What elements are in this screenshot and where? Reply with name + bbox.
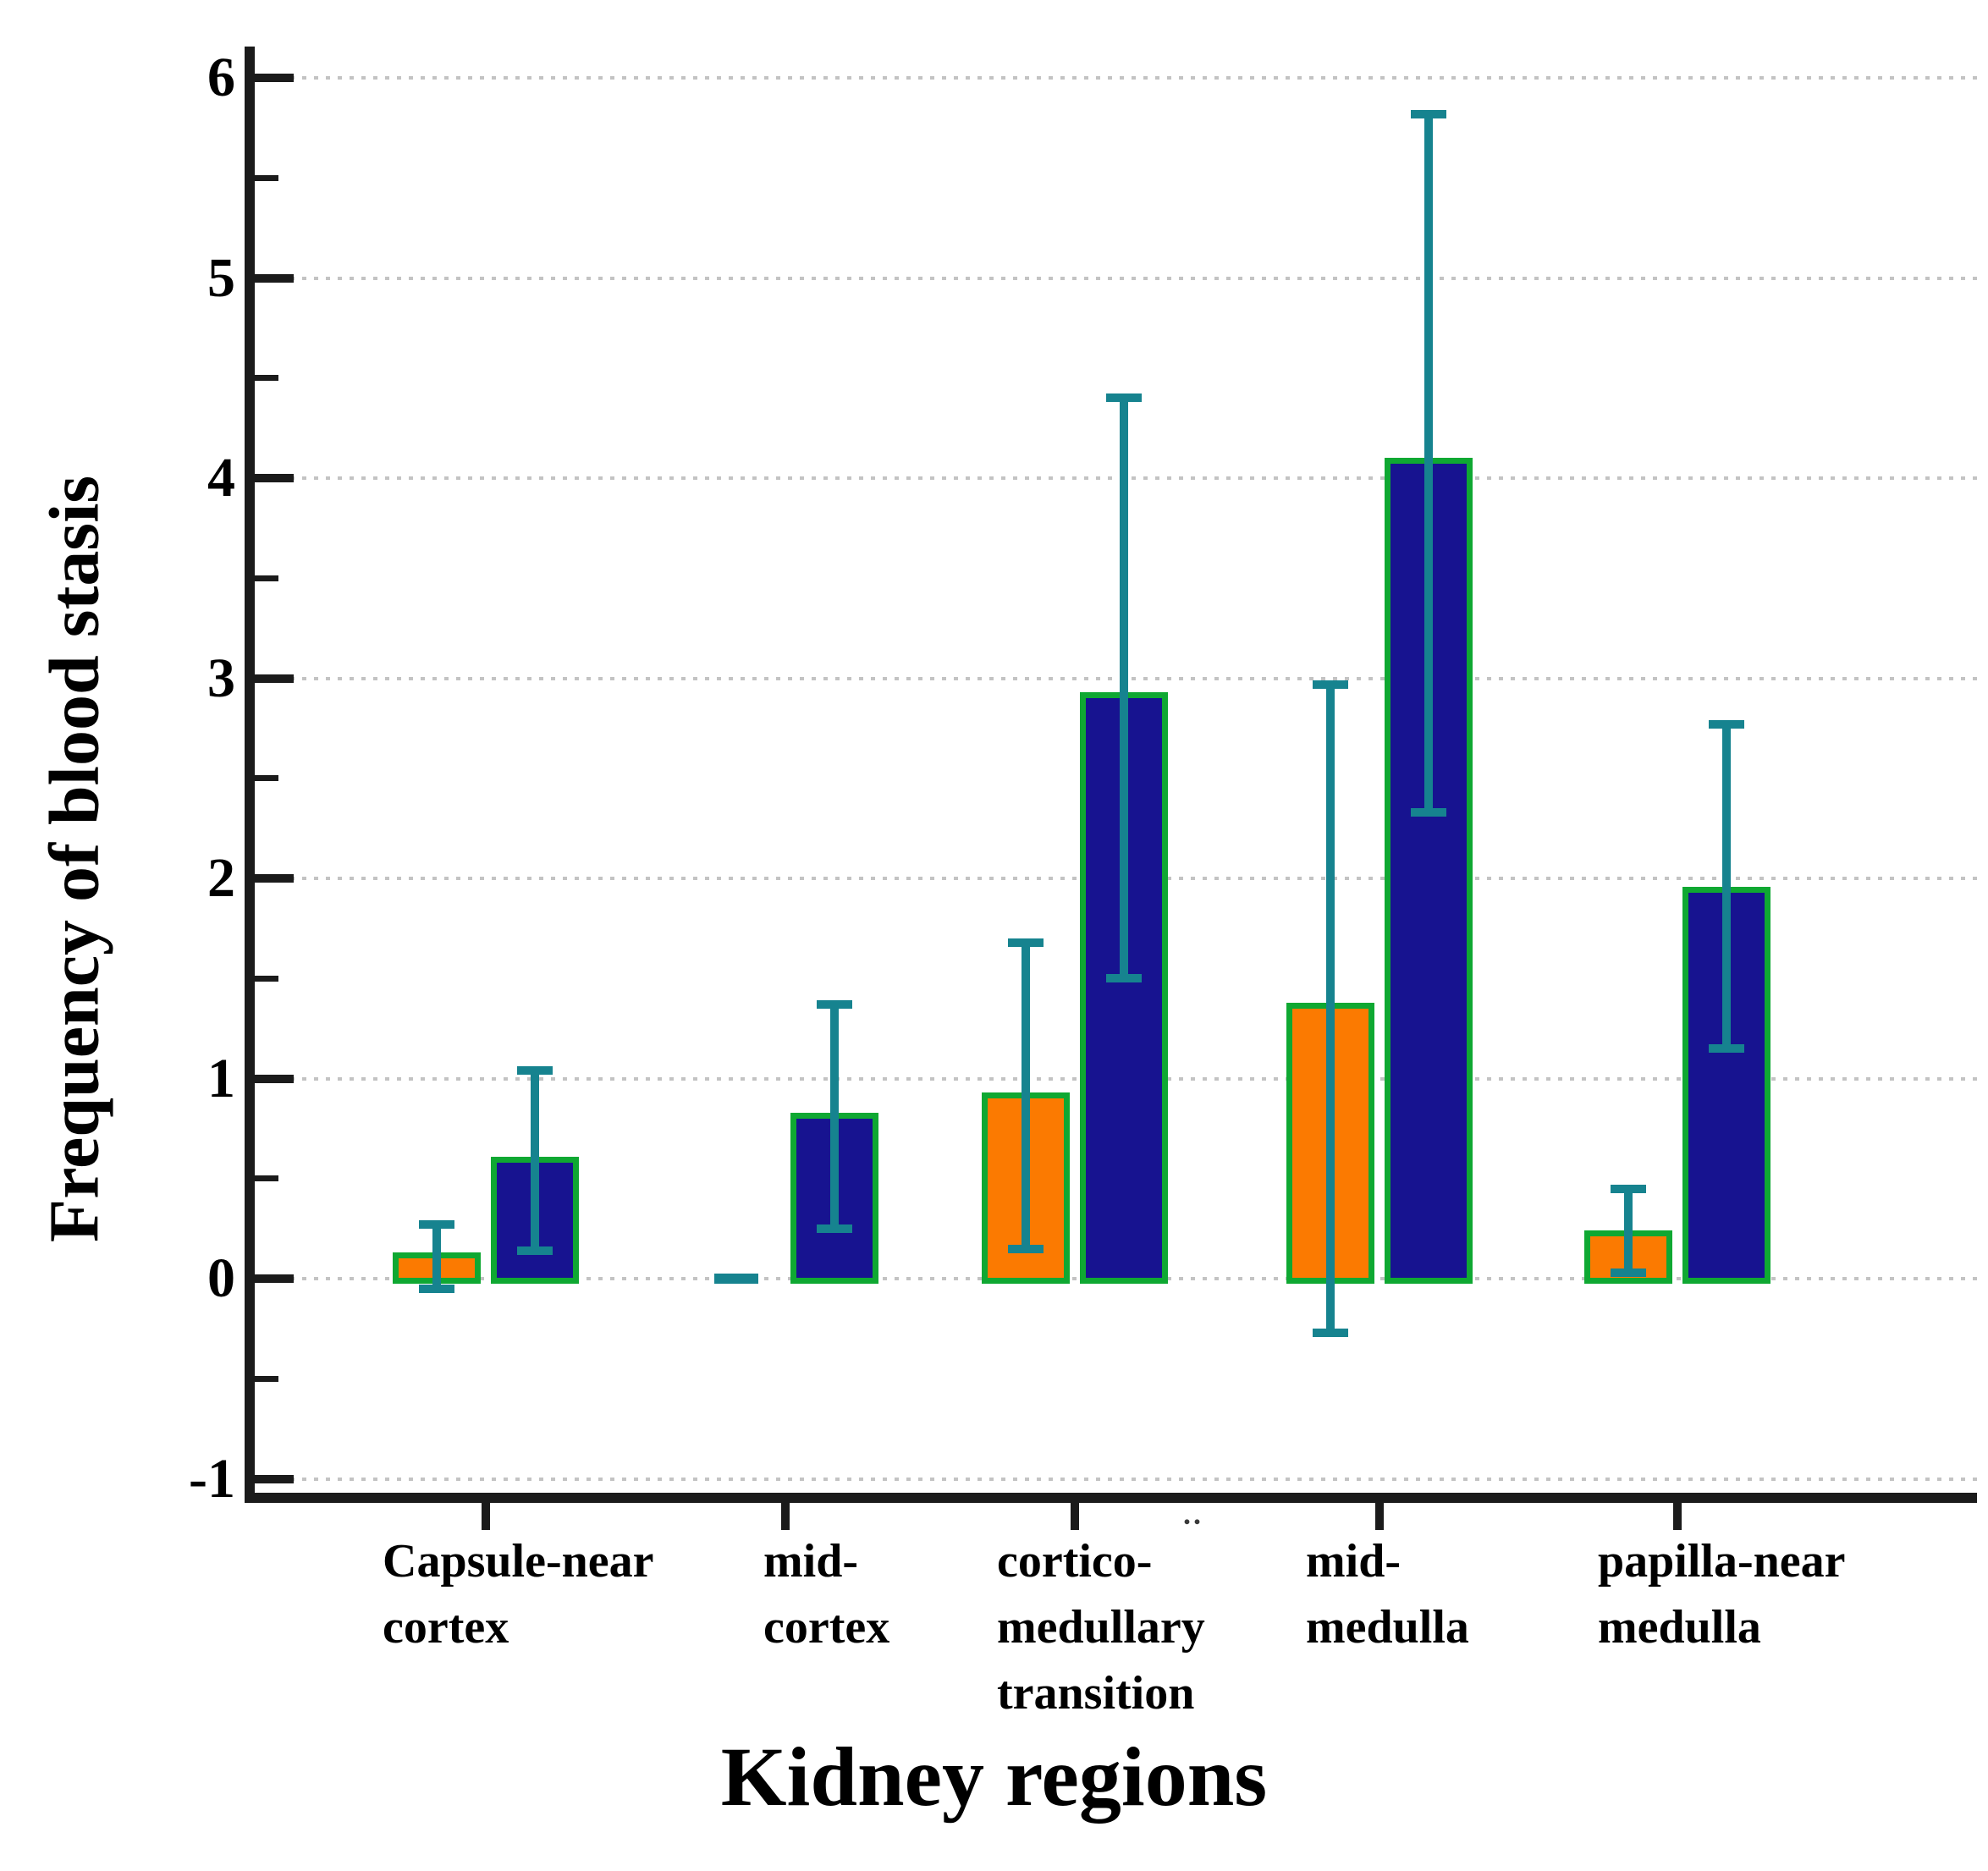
gridline-y-4 (255, 476, 1977, 480)
category-label-line: medulla (1598, 1601, 1761, 1654)
category-label-1: mid-cortex (763, 1528, 889, 1660)
category-label-line: medullary (997, 1601, 1205, 1654)
y-tick-label-0: 0 (207, 1247, 235, 1309)
gridline-y-5 (255, 276, 1977, 280)
error-cap-top-dark-blue-2 (1106, 393, 1142, 403)
y-minor-tick (253, 1175, 278, 1182)
y-major-tick-1 (253, 1074, 294, 1083)
zero-marker-orange-1 (714, 1274, 758, 1284)
y-minor-tick (253, 975, 278, 982)
y-major-tick-6 (253, 74, 294, 82)
error-bar-dark-blue-4 (1722, 724, 1731, 1049)
x-tick-4 (1673, 1500, 1682, 1530)
error-cap-top-dark-blue-1 (817, 999, 852, 1009)
error-cap-top-dark-blue-3 (1411, 109, 1446, 118)
x-tick-0 (482, 1500, 490, 1530)
error-bar-dark-blue-0 (531, 1070, 539, 1251)
error-cap-bottom-dark-blue-3 (1411, 807, 1446, 817)
gridline-y-6 (255, 76, 1977, 80)
error-bar-orange-0 (432, 1224, 441, 1289)
category-label-0: Capsule-near cortex (383, 1528, 653, 1660)
x-axis-line (245, 1493, 1977, 1503)
error-bar-orange-2 (1022, 942, 1030, 1249)
category-label-line: cortex (763, 1601, 890, 1654)
x-axis-title: Kidney regions (720, 1730, 1268, 1824)
error-bar-dark-blue-3 (1424, 113, 1433, 812)
stray-dots-artifact: .. (1183, 1497, 1203, 1531)
category-label-line: papilla-near (1598, 1535, 1846, 1588)
category-label-line: cortico- (997, 1535, 1153, 1588)
x-tick-1 (781, 1500, 790, 1530)
y-axis-line (245, 47, 255, 1503)
y-minor-tick (253, 575, 278, 581)
y-minor-tick (253, 375, 278, 382)
x-tick-2 (1071, 1500, 1079, 1530)
y-tick-label-2: 2 (207, 847, 235, 909)
category-label-line: Capsule-near (383, 1535, 654, 1588)
y-tick-label-6: 6 (207, 47, 235, 108)
y-major-tick-5 (253, 273, 294, 283)
error-cap-bottom-dark-blue-2 (1106, 974, 1142, 983)
error-cap-top-orange-4 (1611, 1184, 1646, 1193)
y-major-tick--1 (253, 1474, 294, 1483)
error-bar-dark-blue-2 (1120, 398, 1128, 979)
error-cap-bottom-orange-0 (419, 1284, 454, 1293)
y-minor-tick (253, 174, 278, 181)
category-label-3: mid-medulla (1306, 1528, 1469, 1660)
y-tick-label-3: 3 (207, 647, 235, 709)
y-major-tick-3 (253, 674, 294, 683)
error-cap-top-orange-2 (1008, 938, 1044, 947)
y-tick-label-4: 4 (207, 447, 235, 509)
category-label-line: mid- (763, 1535, 858, 1588)
gridline-y-3 (255, 676, 1977, 680)
error-cap-top-orange-0 (419, 1220, 454, 1230)
y-major-tick-0 (253, 1274, 294, 1283)
y-tick-label-5: 5 (207, 246, 235, 309)
error-cap-bottom-dark-blue-0 (517, 1246, 553, 1255)
error-bar-dark-blue-1 (830, 1004, 839, 1229)
y-major-tick-2 (253, 874, 294, 883)
category-label-line: medulla (1306, 1601, 1469, 1654)
error-bar-orange-3 (1326, 684, 1335, 1333)
y-tick-label-1: 1 (207, 1047, 235, 1109)
category-label-line: mid- (1306, 1535, 1401, 1588)
x-tick-3 (1375, 1500, 1384, 1530)
category-label-line: transition (997, 1667, 1195, 1720)
error-cap-top-dark-blue-4 (1709, 719, 1744, 729)
error-cap-top-dark-blue-0 (517, 1066, 553, 1076)
y-minor-tick (253, 1375, 278, 1382)
category-label-4: papilla-near medulla (1598, 1528, 1845, 1660)
error-cap-bottom-orange-2 (1008, 1244, 1044, 1253)
error-cap-bottom-orange-3 (1313, 1328, 1348, 1337)
error-cap-bottom-orange-4 (1611, 1268, 1646, 1277)
error-cap-bottom-dark-blue-1 (817, 1224, 852, 1233)
y-tick-label--1: -1 (189, 1447, 235, 1510)
category-label-line: cortex (383, 1601, 509, 1654)
y-minor-tick (253, 775, 278, 782)
gridline-y--1 (255, 1477, 1977, 1481)
error-bar-orange-4 (1624, 1188, 1633, 1273)
category-label-2: cortico-medullary transition (997, 1528, 1205, 1726)
error-cap-bottom-dark-blue-4 (1709, 1044, 1744, 1054)
y-major-tick-4 (253, 474, 294, 482)
error-cap-top-orange-3 (1313, 680, 1348, 689)
bar-dark-blue-4 (1682, 886, 1770, 1284)
